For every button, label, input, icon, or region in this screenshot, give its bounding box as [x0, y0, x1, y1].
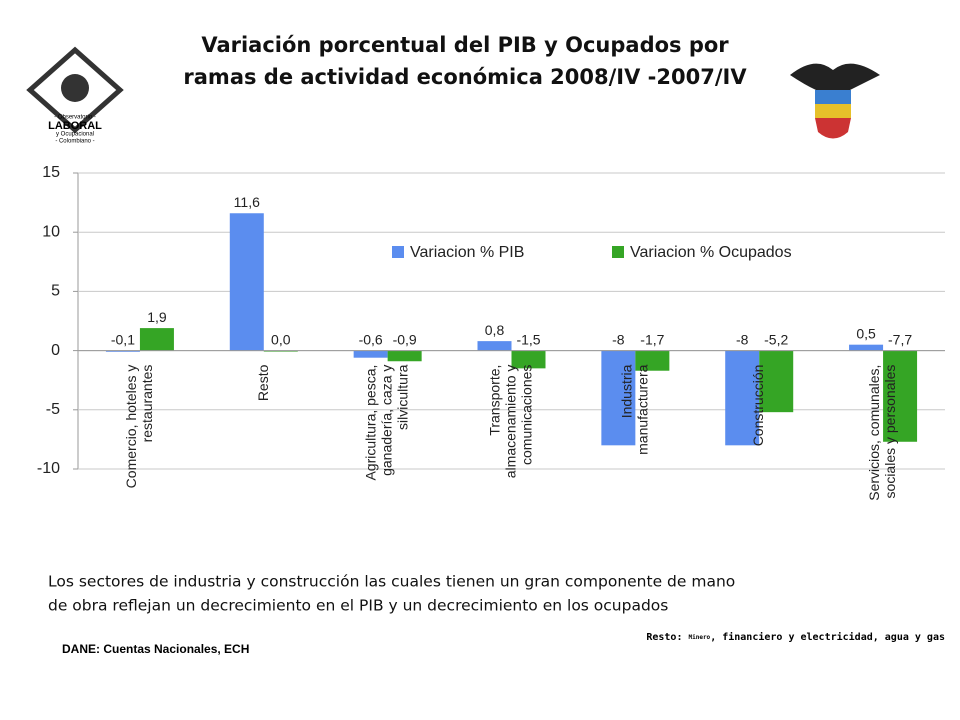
coat-of-arms	[790, 63, 880, 139]
label-line: Transporte,	[486, 365, 502, 436]
label-line: ganadería, caza y	[378, 365, 394, 476]
x-tick-label: Comercio, hoteles yrestaurantes	[123, 365, 155, 489]
title-line: Variación porcentual del PIB y Ocupados …	[201, 33, 729, 57]
bar	[511, 350, 546, 369]
logo-text: LABORAL	[48, 120, 102, 132]
bar	[353, 350, 388, 358]
label-line: restaurantes	[139, 365, 155, 443]
x-tick-label: Industriamanufacturera	[618, 364, 650, 454]
value-label: 0,5	[856, 325, 876, 341]
legend-swatch	[392, 246, 404, 258]
label-line: Resto	[254, 364, 270, 401]
x-tick-label: Agricultura, pesca,ganadería, caza ysilv…	[362, 364, 410, 480]
label-line: Construcción	[750, 365, 766, 447]
value-label: 0,0	[271, 331, 291, 347]
x-tick-label: Construcción	[750, 365, 766, 447]
value-label: -5,2	[764, 331, 788, 347]
logo-left: - Observatorio - LABORAL y Ocupacional -…	[26, 46, 124, 145]
label-line: Agricultura, pesca,	[362, 365, 378, 481]
value-label: 1,9	[147, 309, 167, 325]
label-line: comunicaciones	[518, 365, 534, 465]
y-tick-label: 15	[42, 164, 60, 181]
plot: -10 -5 0 5 10 15 -0,1 1,9 Comercio, hoteles yres…	[37, 164, 945, 501]
title-line: ramas de actividad económica 2008/IV -20…	[183, 65, 747, 89]
value-label: -1,7	[640, 331, 664, 347]
label-line: Servicios, comunales,	[866, 365, 882, 501]
bar	[477, 341, 512, 351]
label-line: almacenamiento y	[502, 365, 518, 479]
label-line: Industria	[618, 364, 634, 418]
resto-note: Resto: Minero, financiero y electricidad…	[646, 631, 945, 643]
bar	[725, 350, 760, 446]
body-text: Los sectores de industria y construcción…	[48, 573, 735, 591]
value-label: -8	[612, 331, 625, 347]
label-line: Comercio, hoteles y	[123, 365, 139, 489]
resto-part: , financiero y electricidad, agua y gas	[710, 631, 945, 643]
label-line: silvicultura	[394, 364, 410, 430]
value-label: -8	[736, 331, 749, 347]
legend-label: Variacion % Ocupados	[630, 244, 792, 261]
value-label: 11,6	[234, 194, 260, 210]
y-tick-label: -5	[46, 401, 60, 418]
y-tick-label: 0	[51, 342, 60, 359]
label-line: manufacturera	[634, 364, 650, 454]
bar	[105, 350, 140, 352]
resto-part: Resto:	[646, 632, 688, 643]
value-label: -0,9	[393, 331, 417, 347]
bar	[759, 350, 794, 413]
bar	[229, 213, 264, 351]
bar	[601, 350, 636, 446]
logo-icon	[61, 74, 89, 102]
y-tick-label: -10	[37, 460, 60, 477]
y-tick-label: 10	[42, 223, 60, 240]
x-tick-label: Servicios, comunales,sociales y personal…	[866, 365, 898, 501]
logo-text: y Ocupacional	[56, 132, 94, 138]
bar	[635, 350, 670, 371]
logo-text: - Colombiano -	[55, 139, 94, 145]
value-label: -0,1	[111, 331, 135, 347]
body-text: de obra reflejan un decrecimiento en el …	[48, 597, 668, 615]
value-label: -7,7	[888, 331, 912, 347]
value-label: 0,8	[485, 322, 505, 338]
bar	[849, 344, 884, 351]
logo-text: - Observatorio -	[54, 115, 96, 121]
bar	[139, 328, 174, 351]
bar	[387, 350, 422, 362]
x-tick-label: Transporte,almacenamiento ycomunicacione…	[486, 365, 534, 479]
x-tick-label: Resto	[254, 364, 270, 401]
resto-part: Minero	[689, 634, 711, 641]
value-label: -0,6	[359, 331, 383, 347]
value-label: -1,5	[516, 331, 540, 347]
source: DANE: Cuentas Nacionales, ECH	[62, 642, 249, 656]
legend-label: Variacion % PIB	[410, 244, 524, 261]
label-line: sociales y personales	[882, 365, 898, 499]
y-tick-label: 5	[51, 283, 60, 300]
legend-swatch	[612, 246, 624, 258]
bar	[883, 350, 918, 442]
